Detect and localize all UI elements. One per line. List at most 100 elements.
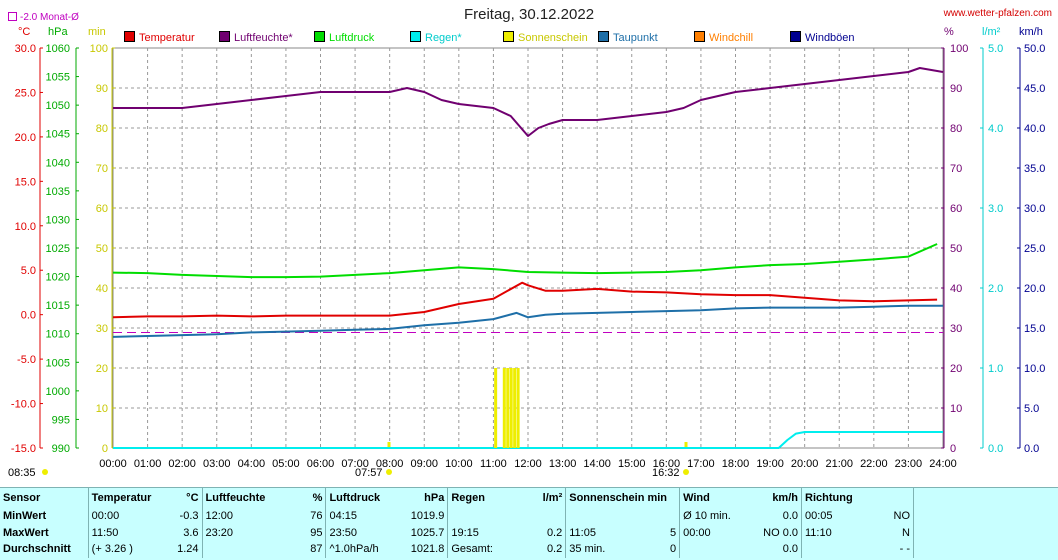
series-layer xyxy=(112,67,944,449)
series-line-temperatur xyxy=(112,281,938,319)
x-tick-label: 21:00 xyxy=(825,458,853,470)
series-line-regen xyxy=(113,431,943,449)
hdr-press-unit: hPa xyxy=(394,488,449,508)
cell: 00:05 NO xyxy=(801,508,914,525)
wind-tick-label: 40.0 xyxy=(1024,123,1045,135)
axes: 00:00 01:00 02:00 03:00 04:00 05:00 06:00 07:00… xyxy=(8,43,1045,479)
hdr-sun: Sonnenschein min xyxy=(565,488,681,508)
x-tick-label: 07:00 xyxy=(341,458,369,470)
pressure-tick-label: 1050 xyxy=(46,100,70,112)
cell: 11:05 5 xyxy=(565,524,681,541)
legend-label: Temperatur xyxy=(139,32,195,44)
sunshine-bar xyxy=(494,368,498,448)
wind-tick-label: 45.0 xyxy=(1024,83,1045,95)
temp-unit: °C xyxy=(18,26,31,38)
legend-swatch xyxy=(314,31,325,42)
temp-tick-label: -10.0 xyxy=(11,399,36,411)
pressure-tick-label: 995 xyxy=(52,414,70,426)
humidity-tick-label: 70 xyxy=(950,163,962,175)
x-tick-label: 24:00 xyxy=(929,458,957,470)
cell: 00:00 xyxy=(683,526,711,539)
legend-swatch xyxy=(790,31,801,42)
x-tick-label: 22:00 xyxy=(860,458,888,470)
sunshine-tick-label: 70 xyxy=(96,163,108,175)
x-tick-label: 10:00 xyxy=(445,458,473,470)
x-tick-label: 23:00 xyxy=(895,458,923,470)
humidity-unit: % xyxy=(944,26,954,38)
cell: - - xyxy=(801,541,914,558)
sunshine-bar xyxy=(509,368,513,448)
sunshine-tick-label: 90 xyxy=(96,83,108,95)
hdr-wind: Wind xyxy=(683,492,710,504)
x-tick-label: 15:00 xyxy=(618,458,646,470)
legend-label: Windböen xyxy=(805,32,855,44)
grid xyxy=(112,47,944,449)
x-tick-label: 05:00 xyxy=(272,458,300,470)
pressure-tick-label: 1055 xyxy=(46,72,70,84)
temp-tick-label: -15.0 xyxy=(11,443,36,455)
legend-label: Regen* xyxy=(425,32,462,44)
legend-swatch xyxy=(503,31,514,42)
legend-swatch xyxy=(598,31,609,42)
sunshine-bar xyxy=(502,368,506,448)
wind-tick-label: 20.0 xyxy=(1024,283,1045,295)
cell: 0.2 xyxy=(514,541,567,558)
pressure-tick-label: 1040 xyxy=(46,157,70,169)
x-tick-label: 01:00 xyxy=(134,458,162,470)
x-tick-label: 12:00 xyxy=(514,458,542,470)
wind-tick-label: 15.0 xyxy=(1024,323,1045,335)
hdr-rain-unit: l/m² xyxy=(514,488,567,508)
hdr-press: Luftdruck xyxy=(329,492,381,504)
legend-item: Regen* xyxy=(410,31,462,44)
sunshine-bar xyxy=(516,368,520,448)
temp-tick-label: 25.0 xyxy=(15,87,36,99)
stats-row-avg: Durchschnitt (+ 3.26 ) 1.24 87 ^1.0hPa/h… xyxy=(0,541,914,558)
cell: 0.0 xyxy=(756,541,802,558)
cell: (+ 3.26 ) xyxy=(91,543,133,556)
row-label: MaxWert xyxy=(0,524,89,541)
x-tick-label: 17:00 xyxy=(687,458,715,470)
humidity-tick-label: 100 xyxy=(950,43,968,55)
pressure-tick-label: 990 xyxy=(52,443,70,455)
pressure-tick-label: 1015 xyxy=(46,300,70,312)
rain-tick-label: 2.0 xyxy=(988,283,1003,295)
legend-label: Windchill xyxy=(709,32,754,44)
temp-tick-label: 10.0 xyxy=(15,221,36,233)
x-tick-label: 00:00 xyxy=(99,458,127,470)
x-tick-label: 11:00 xyxy=(480,458,507,470)
x-tick-label: 18:00 xyxy=(722,458,750,470)
stats-header-row: Sensor Temperatur °C Luftfeuchte % Luftd… xyxy=(0,488,914,508)
stats-row-max: MaxWert 11:50 3.6 23:20 95 23:50 1025.7 … xyxy=(0,524,914,541)
hdr-hum-unit: % xyxy=(289,488,327,508)
pressure-tick-label: 1000 xyxy=(46,386,70,398)
cell: Gesamt: xyxy=(451,543,493,556)
cell: 76 xyxy=(289,508,327,525)
cell: Ø 10 min. xyxy=(683,510,731,523)
humidity-tick-label: 90 xyxy=(950,83,962,95)
sunset-label: 16:32 xyxy=(652,467,680,479)
sunrise-label-sun-icon xyxy=(42,469,48,475)
humidity-tick-label: 80 xyxy=(950,123,962,135)
cell: 1021.8 xyxy=(394,541,449,558)
hdr-temp-unit: °C xyxy=(155,488,203,508)
legend-label: Luftdruck xyxy=(329,32,375,44)
pressure-tick-label: 1010 xyxy=(46,329,70,341)
cell: 95 xyxy=(289,524,327,541)
cell: 0.0 xyxy=(756,508,802,525)
cell: -0.3 xyxy=(155,508,203,525)
pressure-unit: hPa xyxy=(48,26,68,38)
series-line-taupunkt xyxy=(112,304,943,338)
stats-panel: Sensor Temperatur °C Luftfeuchte % Luftd… xyxy=(0,487,1058,560)
series-line-luftdruck xyxy=(112,243,938,279)
cell: 0.2 xyxy=(514,524,567,541)
hdr-rain: Regen xyxy=(451,492,485,504)
legend-swatch xyxy=(124,31,135,42)
site-link[interactable]: www.wetter-pfalzen.com xyxy=(943,8,1052,19)
x-tick-label: 03:00 xyxy=(203,458,231,470)
stats-table: Sensor Temperatur °C Luftfeuchte % Luftd… xyxy=(0,488,914,558)
sun-marker-left: 07:57 xyxy=(355,467,383,479)
sunrise-label: 08:35 xyxy=(8,467,36,479)
cell: 1019.9 xyxy=(394,508,449,525)
x-tick-label: 06:00 xyxy=(307,458,335,470)
x-tick-label: 04:00 xyxy=(238,458,266,470)
